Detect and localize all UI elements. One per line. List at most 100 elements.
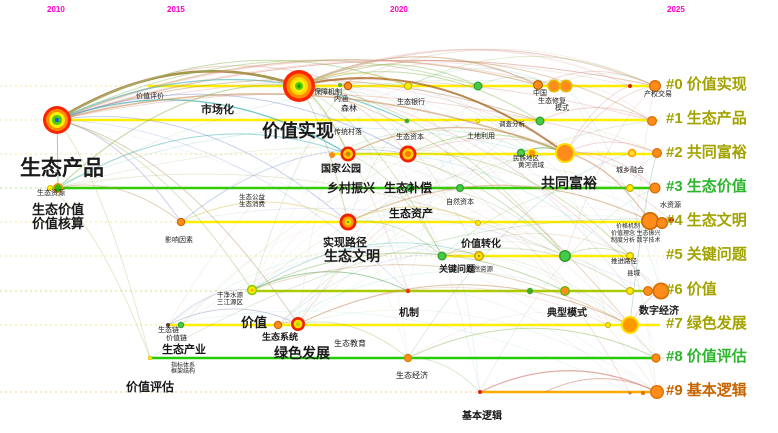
keyword-node[interactable] xyxy=(648,117,656,125)
co-occurrence-edge-faint xyxy=(441,233,631,257)
keyword-node[interactable] xyxy=(474,82,482,90)
co-occurrence-edge-faint xyxy=(441,255,531,292)
co-occurrence-edge-faint xyxy=(407,152,633,359)
keyword-node[interactable] xyxy=(650,81,660,91)
keyword-node[interactable] xyxy=(549,81,559,91)
keyword-node[interactable] xyxy=(457,185,463,191)
co-occurrence-edge xyxy=(347,62,539,87)
cluster-label-#9[interactable]: #9 基本逻辑 xyxy=(666,383,747,398)
co-occurrence-edge xyxy=(57,84,300,189)
cluster-label-#5[interactable]: #5 关键问题 xyxy=(666,247,747,262)
cluster-label-text: 基本逻辑 xyxy=(686,382,747,399)
keyword-node[interactable] xyxy=(653,149,661,157)
keyword-node[interactable] xyxy=(651,386,663,398)
keyword-label: 生态教育 xyxy=(334,339,366,348)
co-occurrence-edge xyxy=(56,119,409,292)
keyword-node[interactable] xyxy=(346,152,350,156)
keyword-node[interactable] xyxy=(148,356,152,360)
co-occurrence-edge-faint xyxy=(339,50,631,87)
cluster-label-#2[interactable]: #2 共同富裕 xyxy=(666,145,747,160)
keyword-node[interactable] xyxy=(405,151,411,157)
keyword-node[interactable] xyxy=(166,323,170,327)
co-occurrence-edge-faint xyxy=(629,255,658,393)
co-occurrence-edge xyxy=(56,59,409,121)
keyword-node[interactable] xyxy=(345,83,351,89)
keyword-node[interactable] xyxy=(478,255,480,257)
keyword-node[interactable] xyxy=(561,287,569,295)
co-occurrence-edge-faint xyxy=(56,79,479,122)
keyword-node[interactable] xyxy=(652,354,660,362)
keyword-node[interactable] xyxy=(528,149,536,157)
keyword-node[interactable] xyxy=(476,221,480,225)
co-occurrence-edge xyxy=(251,252,566,292)
co-occurrence-edge-faint xyxy=(409,85,631,189)
cluster-label-#6[interactable]: #6 价值 xyxy=(666,282,717,297)
keyword-node[interactable] xyxy=(518,150,524,156)
keyword-node[interactable] xyxy=(642,213,658,229)
keyword-node[interactable] xyxy=(405,83,411,89)
keyword-node[interactable] xyxy=(297,84,301,88)
keyword-node[interactable] xyxy=(275,322,281,328)
cluster-label-#4[interactable]: #4 生态文明 xyxy=(666,213,747,228)
keyword-node[interactable] xyxy=(453,254,457,258)
year-tick-2020: 2020 xyxy=(390,5,408,14)
keyword-node[interactable] xyxy=(641,391,645,395)
keyword-node[interactable] xyxy=(438,252,446,260)
keyword-node[interactable] xyxy=(654,284,668,298)
cluster-label-text: 绿色发展 xyxy=(686,315,747,332)
keyword-node[interactable] xyxy=(476,119,480,123)
keyword-node[interactable] xyxy=(48,186,52,190)
keyword-node[interactable] xyxy=(628,391,632,395)
keyword-node[interactable] xyxy=(557,145,573,161)
co-occurrence-edge-faint xyxy=(251,252,566,292)
co-occurrence-edge-faint xyxy=(631,152,662,292)
co-occurrence-edge xyxy=(56,119,151,359)
cluster-label-#8[interactable]: #8 价值评估 xyxy=(666,349,747,364)
keyword-node[interactable] xyxy=(405,288,411,294)
co-occurrence-edge-faint xyxy=(49,127,533,189)
keyword-node[interactable] xyxy=(560,251,570,261)
co-occurrence-edge xyxy=(564,247,631,257)
keyword-node[interactable] xyxy=(627,253,633,259)
keyword-node[interactable] xyxy=(178,219,184,225)
keyword-label: 民族地区 xyxy=(513,155,539,162)
keyword-node[interactable] xyxy=(657,218,667,228)
keyword-node[interactable] xyxy=(627,288,633,294)
keyword-node[interactable] xyxy=(561,81,571,91)
keyword-label: 价格机制 xyxy=(616,224,641,230)
keyword-node[interactable] xyxy=(623,318,637,332)
keyword-node[interactable] xyxy=(405,355,411,361)
keyword-node[interactable] xyxy=(668,217,674,223)
keyword-node[interactable] xyxy=(404,118,410,124)
keyword-node[interactable] xyxy=(629,150,635,156)
keyword-node[interactable] xyxy=(178,322,184,328)
co-occurrence-edge-faint xyxy=(297,120,653,325)
keyword-node[interactable] xyxy=(54,184,62,192)
keyword-node[interactable] xyxy=(407,185,413,191)
cluster-label-#1[interactable]: #1 生态产品 xyxy=(666,111,747,126)
keyword-node[interactable] xyxy=(536,117,544,125)
keyword-node[interactable] xyxy=(534,81,542,89)
keyword-node[interactable] xyxy=(338,83,342,87)
keyword-node[interactable] xyxy=(644,287,652,295)
co-occurrence-edge-faint xyxy=(407,68,555,87)
keyword-node[interactable] xyxy=(296,322,300,326)
keyword-node[interactable] xyxy=(346,220,350,224)
co-occurrence-edge-faint xyxy=(477,222,631,394)
keyword-node[interactable] xyxy=(526,287,534,295)
keyword-node[interactable] xyxy=(329,152,335,158)
keyword-node[interactable] xyxy=(478,390,482,394)
cluster-label-#7[interactable]: #7 绿色发展 xyxy=(666,316,747,331)
keyword-node[interactable] xyxy=(627,185,633,191)
keyword-node[interactable] xyxy=(628,84,632,88)
cluster-label-#0[interactable]: #0 价值实现 xyxy=(666,77,747,92)
cluster-label-text: 价值 xyxy=(686,281,717,298)
keyword-node[interactable] xyxy=(55,118,59,122)
keyword-node[interactable] xyxy=(250,288,254,292)
co-occurrence-edge-faint xyxy=(57,173,566,257)
keyword-node[interactable] xyxy=(606,323,610,327)
cluster-label-#3[interactable]: #3 生态价值 xyxy=(666,179,747,194)
keyword-node[interactable] xyxy=(650,183,660,193)
cluster-rank: #7 xyxy=(666,315,683,332)
